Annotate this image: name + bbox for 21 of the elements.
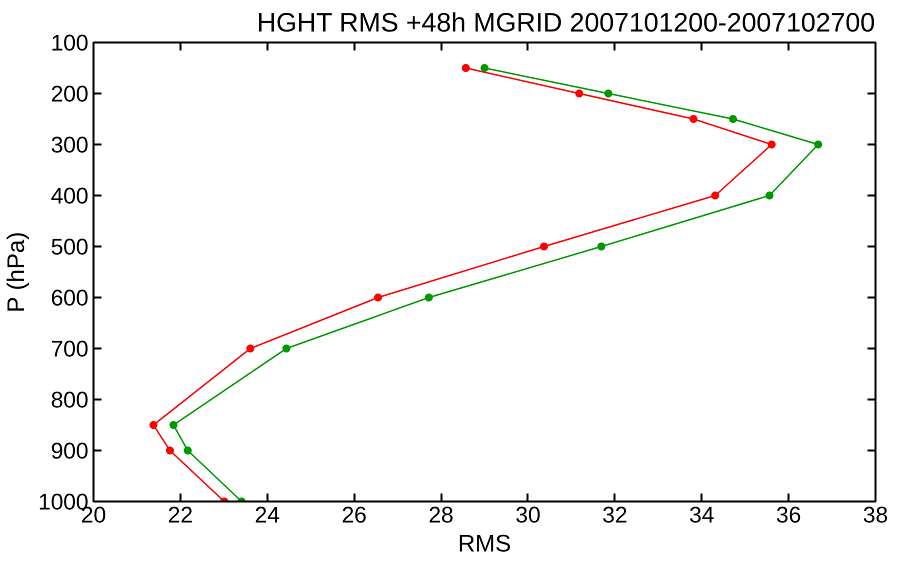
x-tick-label: 32 bbox=[602, 502, 628, 528]
x-tick-label: 28 bbox=[428, 502, 454, 528]
y-tick-label: 900 bbox=[50, 438, 89, 464]
y-tick-label: 100 bbox=[50, 30, 89, 56]
y-tick-label: 500 bbox=[50, 234, 89, 260]
x-tick-label: 34 bbox=[689, 502, 714, 528]
x-tick-label: 24 bbox=[254, 502, 280, 528]
x-tick-label: 22 bbox=[168, 502, 193, 528]
y-tick-label: 800 bbox=[50, 386, 89, 412]
x-tick-label: 30 bbox=[515, 502, 541, 528]
y-tick-label: 700 bbox=[50, 336, 89, 362]
y-tick-label: 600 bbox=[50, 284, 89, 310]
x-tick-label: 26 bbox=[342, 502, 367, 528]
x-tick-label: 36 bbox=[776, 502, 802, 528]
y-axis-title: P (hPa) bbox=[3, 232, 30, 313]
y-tick-label: 300 bbox=[50, 132, 89, 158]
chart-title: HGHT RMS +48h MGRID 2007101200-2007102700 bbox=[256, 8, 876, 38]
x-axis-title: RMS bbox=[458, 530, 512, 558]
y-tick-label: 400 bbox=[50, 182, 89, 208]
y-tick-label: 200 bbox=[50, 80, 89, 106]
x-tick-label: 38 bbox=[862, 502, 888, 528]
